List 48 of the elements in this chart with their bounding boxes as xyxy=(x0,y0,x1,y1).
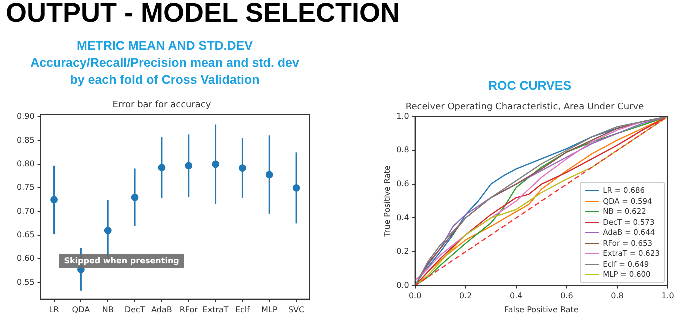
x-tick-label: QDA xyxy=(72,305,91,314)
x-tick-label: ExtraT xyxy=(202,305,229,314)
y-tick-label: 0.60 xyxy=(17,254,35,264)
y-axis-title: True Positive Rate xyxy=(382,166,392,238)
chart-title: Receiver Operating Characteristic, Area Under Curve xyxy=(406,102,645,113)
point xyxy=(131,194,139,202)
text: ROC CURVES xyxy=(487,78,573,95)
y-tick-label: 0.2 xyxy=(396,247,410,256)
x-tick-label: 0.8 xyxy=(611,292,624,301)
y-tick-label: 0.75 xyxy=(17,183,35,192)
x-tick-label: SVC xyxy=(288,305,306,314)
x-axis-title: False Positive Rate xyxy=(504,305,579,314)
x-tick-label: LR xyxy=(49,305,60,314)
y-tick-label: 0.70 xyxy=(17,206,35,216)
x-tick-label: 1.0 xyxy=(662,292,674,301)
annotation: Skipped when presenting xyxy=(64,256,180,266)
y-tick-label: 1.0 xyxy=(396,112,410,121)
point xyxy=(158,164,166,172)
point xyxy=(50,196,58,204)
x-tick-label: AdaB xyxy=(152,305,172,314)
y-tick-label: 0.85 xyxy=(17,136,35,145)
text: METRIC MEAN AND STD.DEV xyxy=(76,38,254,55)
y-tick-label: 0.55 xyxy=(17,278,35,287)
y-tick-label: 0.4 xyxy=(396,213,410,222)
x-tick-label: Eclf xyxy=(235,305,250,314)
x-tick-label: 0.2 xyxy=(459,292,472,301)
y-tick-label: 0.90 xyxy=(17,112,35,122)
text: OUTPUT - MODEL SELECTION xyxy=(6,0,400,29)
y-tick-label: 0.80 xyxy=(17,160,35,169)
y-tick-label: 0.0 xyxy=(396,280,410,290)
point xyxy=(185,162,193,170)
point xyxy=(104,227,112,234)
y-tick-label: 0.8 xyxy=(396,146,410,155)
chart-title: Error bar for accuracy xyxy=(112,100,212,111)
x-tick-label: 0.6 xyxy=(560,292,574,301)
point xyxy=(266,171,274,179)
text: Accuracy/Recall/Precision mean and std. dev by each fold of Cross Validation xyxy=(30,55,300,89)
x-tick-label: 0.4 xyxy=(510,292,523,301)
point xyxy=(292,184,300,192)
x-tick-label: RFor xyxy=(180,305,199,314)
x-tick-label: MLP xyxy=(262,305,278,314)
x-tick-label: DecT xyxy=(124,305,146,314)
point xyxy=(239,164,246,172)
x-tick-label: 0.0 xyxy=(408,292,422,301)
x-tick-label: NB xyxy=(102,305,114,314)
y-tick-label: 0.6 xyxy=(396,179,410,188)
y-tick-label: 0.65 xyxy=(17,230,35,240)
point xyxy=(212,160,220,168)
